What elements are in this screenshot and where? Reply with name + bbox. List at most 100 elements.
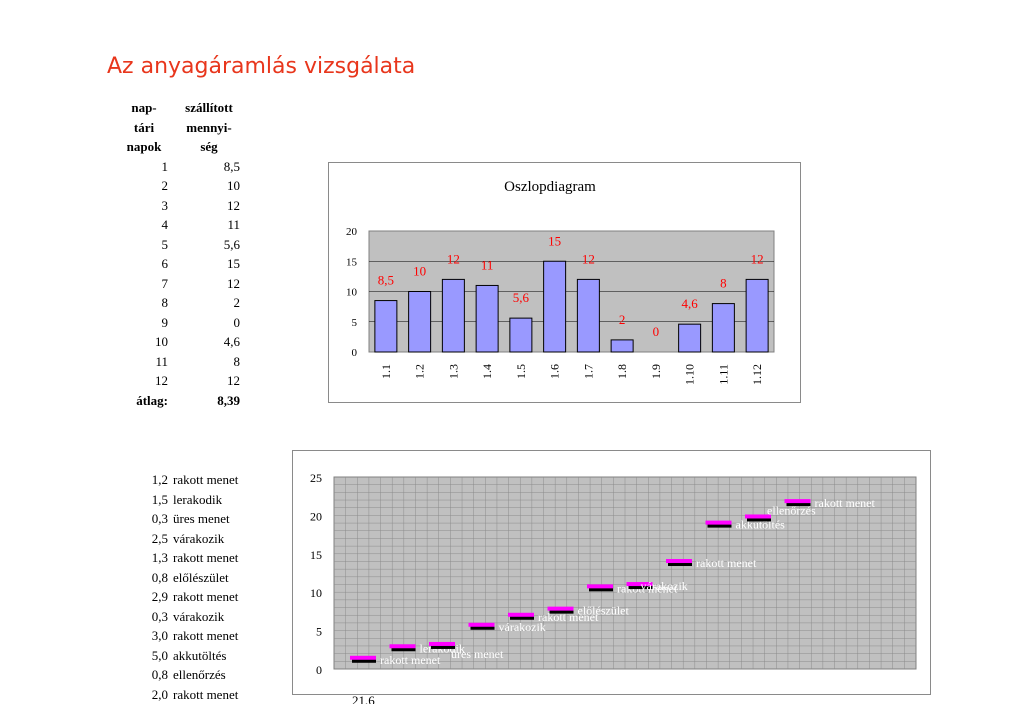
data-label: 8 (720, 276, 727, 291)
bar (374, 300, 398, 353)
y-tick-label: 0 (352, 347, 358, 359)
table-cell-day: 7 (161, 275, 169, 291)
point-label: várakozik (499, 620, 546, 634)
data-label: 2 (619, 312, 626, 327)
point-marker (626, 582, 653, 587)
x-tick-label: 1.11 (716, 364, 730, 385)
table-cell-quantity: 12 (227, 373, 240, 388)
table-header-days-1: nap- (131, 100, 157, 115)
point-marker-black (786, 502, 811, 507)
table-cell-day: 12 (155, 373, 168, 388)
bar (543, 260, 567, 353)
activity-name: előlészület (173, 569, 229, 585)
activity-name: várakozik (173, 530, 225, 546)
data-label: 10 (413, 264, 426, 279)
chart-title: Oszlopdiagram (504, 179, 596, 195)
bar (678, 323, 702, 353)
table-cell-day: 6 (161, 256, 169, 271)
x-tick-label: 1.10 (683, 364, 697, 385)
table-cell-quantity: 8 (233, 353, 241, 369)
activity-row: 5,0 akkutöltés (140, 646, 300, 666)
point-marker-black (589, 587, 613, 592)
x-tick-label: 1.1 (379, 364, 393, 379)
bar (509, 317, 533, 353)
data-label: 5,6 (513, 290, 530, 305)
table-cell-day: 11 (155, 353, 168, 369)
table-cell-quantity: 11 (227, 217, 240, 232)
table-row: 1 8,5 (100, 157, 250, 177)
x-tick-label: 1.4 (480, 364, 494, 379)
point-label: várakozik (641, 579, 688, 593)
bar (576, 278, 600, 353)
point-marker (350, 655, 376, 660)
activity-row: 1,5 lerakodik (140, 490, 300, 510)
y-tick-label: 20 (310, 509, 322, 523)
y-tick-label: 15 (346, 256, 358, 268)
point-marker-black (352, 658, 376, 663)
bar-chart-panel: Oszlopdiagram 0 5 10 15 20 8,5 1.1 10 1.2 12 1.3 11 1… (328, 162, 801, 403)
data-label: 8,5 (378, 273, 394, 288)
x-tick-label: 1.2 (413, 364, 427, 379)
activity-row: 0,3 üres menet (140, 509, 300, 529)
y-tick-label: 10 (346, 287, 358, 299)
activity-name: üres menet (173, 511, 230, 526)
activity-duration: 0,3 (151, 511, 168, 526)
point-marker (587, 584, 613, 589)
table-cell-day: 8 (161, 295, 169, 310)
point-marker-black (747, 517, 771, 522)
activity-duration: 2,5 (151, 530, 168, 546)
activity-name: várakozik (173, 608, 225, 624)
point-marker-black (391, 647, 416, 652)
x-tick-label: 1.8 (615, 364, 629, 379)
bar (408, 291, 432, 353)
activity-row: 3,0 rakott menet (140, 626, 300, 646)
table-cell-day: 9 (161, 314, 169, 330)
table-row: 2 10 (100, 176, 250, 196)
point-label: rakott menet (380, 653, 441, 667)
x-tick-label: 1.9 (649, 364, 663, 379)
activity-name: rakott menet (173, 589, 239, 604)
activity-duration: 3,0 (151, 628, 168, 643)
table-cell-quantity: 10 (227, 178, 240, 193)
table-cell-quantity: 15 (227, 256, 240, 271)
point-marker-black (470, 625, 495, 630)
data-label: 15 (548, 233, 561, 248)
activity-name: akkutöltés (173, 647, 227, 663)
activity-name: lerakodik (173, 491, 223, 507)
y-tick-label: 25 (310, 471, 322, 485)
activity-duration: 5,0 (151, 647, 168, 663)
point-marker-black (510, 615, 534, 620)
activity-row: 0,3 várakozik (140, 607, 300, 627)
point-marker-black (628, 585, 653, 590)
x-tick-label: 1.6 (548, 364, 562, 379)
bar (711, 303, 735, 353)
table-row: 11 8 (100, 352, 250, 372)
x-tick-label: 1.12 (750, 364, 764, 385)
table-cell-day: 4 (161, 217, 169, 232)
activity-row: 0,8 ellenőrzés (140, 665, 300, 685)
point-marker (389, 644, 416, 649)
average-label: átlag: (136, 392, 168, 408)
activity-duration: 2,0 (151, 686, 168, 702)
activity-duration: 0,3 (151, 608, 168, 624)
point-marker-black (707, 523, 732, 528)
table-row: 5 5,6 (100, 235, 250, 255)
x-tick-label: 1.5 (514, 364, 528, 379)
data-label: 4,6 (682, 296, 699, 311)
partial-value-text: 21,6 (352, 693, 375, 704)
bar (441, 278, 465, 353)
table-row: 12 12 (100, 371, 250, 391)
y-tick-label: 10 (310, 586, 322, 600)
page-title: Az anyagáramlás vizsgálata (107, 54, 416, 79)
activity-row: 2,9 rakott menet (140, 587, 300, 607)
activity-duration: 0,8 (151, 569, 168, 585)
activity-name: ellenőrzés (173, 667, 226, 682)
data-label: 12 (582, 251, 595, 266)
table-row: 3 12 (100, 196, 250, 216)
table-header-qty-2: mennyi- (186, 119, 232, 135)
bar (745, 278, 769, 353)
